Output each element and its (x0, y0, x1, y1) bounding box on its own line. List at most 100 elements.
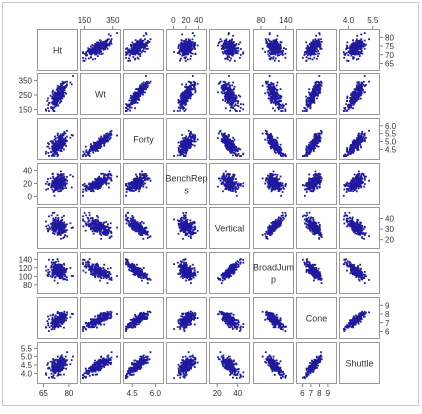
data-point (360, 50, 363, 53)
data-point (319, 48, 322, 50)
data-point (178, 51, 180, 53)
data-point (137, 45, 140, 47)
data-point (179, 154, 182, 156)
data-point (188, 95, 190, 98)
data-point (183, 107, 185, 109)
data-point (315, 91, 318, 94)
data-point (60, 89, 63, 92)
data-point (69, 136, 72, 139)
data-point (136, 46, 139, 48)
data-point (223, 84, 226, 86)
data-point (95, 50, 98, 52)
data-point (100, 53, 103, 56)
data-point (181, 134, 184, 136)
data-point (188, 47, 191, 49)
data-point (189, 57, 192, 60)
data-point (135, 92, 138, 95)
data-point (228, 46, 231, 49)
data-point (310, 95, 313, 98)
data-point (355, 52, 357, 55)
data-point (235, 43, 238, 45)
data-point (350, 49, 352, 52)
data-point (182, 105, 185, 108)
data-point (133, 52, 136, 55)
data-point (217, 82, 220, 85)
data-point (49, 140, 52, 143)
data-point (56, 99, 58, 102)
data-point (275, 140, 278, 142)
data-point (125, 110, 127, 112)
data-point (228, 39, 231, 42)
data-point (182, 51, 185, 54)
data-point (281, 107, 284, 109)
data-point (51, 91, 54, 94)
data-point (230, 51, 232, 53)
data-point (99, 49, 102, 52)
data-point (46, 99, 49, 102)
data-point (353, 45, 356, 48)
data-point (181, 49, 184, 52)
data-point (268, 75, 271, 77)
data-point (132, 53, 135, 56)
data-point (225, 107, 227, 110)
data-point (186, 46, 189, 49)
data-point (59, 142, 62, 144)
data-point (308, 47, 311, 49)
data-point (98, 43, 101, 46)
data-point (85, 149, 88, 152)
data-point (318, 40, 321, 43)
data-point (347, 106, 350, 109)
data-point (99, 43, 102, 46)
data-point (278, 94, 281, 97)
data-point (102, 138, 105, 141)
data-point (48, 147, 51, 150)
data-point (52, 142, 54, 145)
data-point (56, 96, 59, 99)
data-point (284, 52, 287, 55)
data-point (360, 81, 363, 84)
data-point (315, 50, 318, 53)
data-point (311, 144, 314, 147)
data-point (303, 155, 306, 157)
data-point (62, 94, 65, 97)
data-point (359, 91, 362, 94)
data-point (181, 47, 184, 50)
data-point (276, 148, 279, 151)
data-point (317, 84, 320, 86)
data-point (87, 57, 90, 60)
data-point (278, 106, 281, 109)
data-point (242, 52, 245, 55)
data-point (179, 109, 181, 112)
data-point (185, 91, 188, 93)
data-point (98, 144, 101, 147)
data-point (308, 151, 311, 154)
data-point (65, 92, 67, 95)
data-point (88, 50, 90, 53)
data-point (126, 52, 129, 55)
data-point (44, 108, 47, 111)
data-point (271, 49, 274, 52)
data-point (275, 84, 278, 87)
data-point (280, 155, 283, 157)
data-point (318, 87, 321, 89)
data-point (139, 95, 141, 98)
data-point (357, 45, 360, 48)
data-point (138, 41, 141, 43)
data-point (235, 51, 238, 54)
data-point (190, 86, 193, 89)
data-point (97, 41, 100, 44)
data-point (223, 50, 226, 53)
data-point (318, 52, 320, 55)
data-point (234, 103, 237, 106)
data-point (56, 102, 58, 104)
data-point (194, 41, 197, 44)
data-point (44, 152, 47, 155)
data-point (320, 84, 323, 87)
data-point (131, 102, 133, 104)
data-point (352, 39, 354, 42)
data-point (184, 39, 186, 42)
data-point (126, 47, 128, 50)
data-point (146, 47, 149, 50)
data-point (190, 46, 192, 49)
data-point (222, 85, 225, 88)
